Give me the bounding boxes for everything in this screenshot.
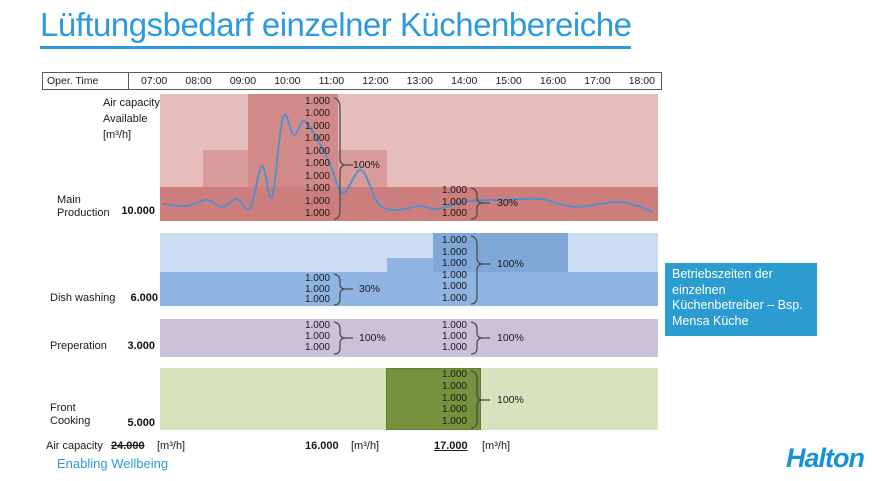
total-before: 24.000 [111, 440, 145, 452]
y-axis-note-line1: Air capacity [103, 97, 160, 109]
time-tick: 16:00 [539, 75, 567, 87]
dish-washing-unit-stack-100: 1.000 1.000 1.000 1.000 1.000 1.000 [377, 236, 467, 304]
unit-cell: 1.000 [304, 96, 330, 107]
time-tick: 11:00 [318, 75, 345, 87]
time-axis-header: Oper. Time 07:00 08:00 09:00 10:00 11:00 12:0… [42, 72, 662, 90]
unit-cell: 1.000 [441, 369, 467, 380]
y-axis-note-line2: Available [103, 113, 148, 125]
unit-cell: 1.000 [304, 133, 330, 145]
time-tick: 17:00 [584, 75, 611, 87]
total-before-unit: [m³/h] [157, 440, 186, 452]
time-tick: 13:00 [406, 75, 433, 87]
bracket-prep-1 [333, 321, 353, 355]
unit-cell: 1.000 [304, 108, 330, 120]
unit-cell: 1.000 [441, 258, 467, 270]
main-production-unit-stack: 1.000 1.000 1.000 1.000 1.000 1.000 1.000 1.000… [240, 97, 330, 219]
front-cooking-step-100pct [386, 368, 481, 430]
unit-cell: 1.000 [304, 207, 330, 219]
unit-cell: 1.000 [304, 158, 330, 170]
unit-cell: 1.000 [304, 120, 330, 132]
unit-cell: 1.000 [304, 195, 330, 207]
unit-cell: 1.000 [441, 292, 467, 304]
unit-cell: 1.000 [441, 235, 467, 246]
unit-cell: 1.000 [304, 342, 330, 353]
page-title: Lüftungsbedarf einzelner Küchenbereiche [40, 4, 632, 50]
bracket-main-30 [470, 187, 490, 220]
y-axis-note-line3: [m³/h] [103, 129, 132, 141]
time-tick: 07:00 [141, 75, 168, 87]
unit-cell: 1.000 [441, 269, 467, 281]
unit-cell: 1.000 [304, 283, 330, 295]
unit-cell: 1.000 [441, 196, 467, 208]
time-tick: 18:00 [628, 75, 655, 87]
y-axis-note: Air capacity Available [m³/h] [103, 95, 160, 143]
air-capacity-line [162, 113, 653, 213]
preperation-unit-stack-2: 1.000 1.000 1.000 [377, 321, 467, 353]
unit-cell: 1.000 [441, 320, 467, 331]
unit-cell: 1.000 [441, 331, 467, 342]
total-final-unit: [m³/h] [482, 440, 511, 452]
main-production-unit-stack-30: 1.000 1.000 1.000 [377, 186, 467, 219]
row-label-preperation: Preperation [50, 340, 107, 352]
capacity-dish-washing: 6.000 [130, 292, 158, 304]
unit-cell: 1.000 [304, 273, 330, 284]
unit-cell: 1.000 [441, 246, 467, 258]
time-tick: 10:00 [274, 75, 301, 87]
front-cooking-unit-stack: 1.000 1.000 1.000 1.000 1.000 [377, 370, 467, 427]
time-tick: 15:00 [495, 75, 522, 87]
bracket-dish-30 [333, 273, 353, 306]
unit-cell: 1.000 [304, 145, 330, 157]
percent-main-100: 100% [353, 159, 380, 171]
total-mid-unit: [m³/h] [351, 440, 380, 452]
unit-cell: 1.000 [441, 208, 467, 219]
percent-dish-30: 30% [359, 283, 381, 295]
preperation-unit-stack-1: 1.000 1.000 1.000 [240, 321, 330, 353]
percent-front: 100% [497, 394, 524, 406]
row-label-front-cooking: Front Cooking [50, 402, 91, 427]
total-mid: 16.000 [305, 440, 339, 452]
total-final: 17.000 [434, 440, 468, 452]
bracket-main-100 [333, 97, 353, 220]
unit-cell: 1.000 [441, 185, 467, 196]
preperation-band [160, 319, 658, 357]
capacity-preperation: 3.000 [127, 340, 155, 352]
unit-cell: 1.000 [304, 320, 330, 331]
unit-cell: 1.000 [304, 294, 330, 305]
percent-prep-1: 100% [359, 332, 386, 344]
dish-washing-unit-stack-30: 1.000 1.000 1.000 [240, 274, 330, 305]
percent-main-30: 30% [497, 197, 519, 209]
time-axis-label: Oper. Time [43, 73, 129, 89]
capacity-main-production: 10.000 [121, 205, 155, 217]
time-tick: 08:00 [185, 75, 212, 87]
unit-cell: 1.000 [304, 170, 330, 182]
dish-washing-ramp-step [387, 258, 433, 272]
unit-cell: 1.000 [441, 281, 467, 293]
unit-cell: 1.000 [441, 416, 467, 427]
time-tick: 09:00 [229, 75, 257, 87]
totals-label: Air capacity [46, 440, 103, 452]
time-ticks: 07:00 08:00 09:00 10:00 11:00 12:00 13:00 14:00… [129, 75, 661, 87]
bracket-front [470, 370, 490, 429]
unit-cell: 1.000 [441, 392, 467, 404]
tagline: Enabling Wellbeing [57, 456, 169, 471]
bracket-prep-2 [470, 321, 490, 355]
unit-cell: 1.000 [441, 342, 467, 353]
halton-logo: Halton [786, 443, 865, 473]
dish-washing-step-100pct [433, 233, 568, 272]
row-label-main-production: Main Production [57, 194, 110, 219]
capacity-front-cooking: 5.000 [127, 417, 155, 429]
percent-dish-100: 100% [497, 258, 524, 270]
time-tick: 14:00 [451, 75, 478, 87]
bracket-dish-100 [470, 235, 490, 305]
percent-prep-2: 100% [497, 332, 524, 344]
callout-betriebszeiten: Betriebszeiten der einzelnen Küchenbetre… [665, 263, 817, 336]
row-label-dish-washing: Dish washing [50, 292, 116, 304]
unit-cell: 1.000 [441, 380, 467, 392]
dish-washing-step-30pct [160, 272, 658, 306]
time-tick: 12:00 [362, 75, 389, 87]
unit-cell: 1.000 [441, 404, 467, 416]
unit-cell: 1.000 [304, 331, 330, 342]
unit-cell: 1.000 [304, 183, 330, 195]
